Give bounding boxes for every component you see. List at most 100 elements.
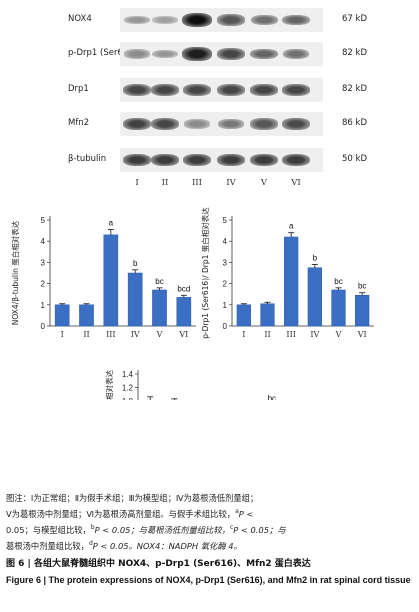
- y-tick-label: 1: [223, 301, 228, 310]
- x-tick-label: VI: [357, 330, 367, 339]
- bar: [79, 304, 94, 327]
- significance-label: bc: [358, 282, 366, 291]
- figure-title-cn: 图 6 | 各组大鼠脊髓组织中 NOX4、p-Drp1 (Ser616)、Mfn…: [6, 559, 311, 569]
- blot-label-2: Drp1: [68, 84, 89, 94]
- bar: [176, 297, 192, 327]
- blot-band: [216, 83, 246, 97]
- blot-band: [182, 46, 212, 62]
- y-tick-label: 0: [41, 322, 46, 331]
- significance-label: b: [313, 254, 318, 263]
- bar-chart-2: 0.00.20.40.60.81.01.21.4Mfn2/β-tubulin 蛋…: [104, 369, 276, 400]
- blot-lane-label: V: [260, 178, 268, 188]
- y-axis-label: NOX4/β-tubulin 蛋白相对表达: [10, 220, 20, 325]
- blot-band: [282, 48, 310, 60]
- bar: [127, 272, 143, 327]
- y-tick-label: 5: [41, 216, 46, 225]
- y-tick-label: 0: [223, 322, 228, 331]
- significance-label: a: [109, 219, 114, 228]
- x-tick-label: VI: [178, 330, 188, 339]
- y-tick-label: 1.4: [122, 370, 134, 379]
- x-tick-label: IV: [310, 330, 319, 339]
- blot-band: [216, 47, 246, 61]
- blot-strip-2: [120, 78, 323, 102]
- bar: [331, 289, 346, 327]
- significance-label: bc: [268, 394, 276, 400]
- blot-strip-4: [120, 148, 323, 172]
- blot-kd-3: 86 kD: [342, 118, 367, 128]
- blot-band: [122, 117, 152, 131]
- blot-band: [217, 118, 245, 130]
- caption-line-1: 图注：Ⅰ为正常组；Ⅱ为假手术组；Ⅲ为模型组；Ⅳ为葛根汤低剂量组；: [6, 493, 259, 503]
- blot-kd-2: 82 kD: [342, 84, 367, 94]
- x-tick-label: III: [106, 330, 115, 339]
- blot-band: [152, 15, 178, 25]
- blot-lane-label: I: [135, 178, 139, 188]
- blot-band: [182, 153, 212, 167]
- y-tick-label: 3: [41, 258, 46, 267]
- y-axis-label: p-Drp1 (Ser616)/ Drp1 蛋白相对表达: [200, 207, 210, 339]
- blot-strip-0: [120, 8, 323, 32]
- blot-band: [281, 153, 311, 167]
- y-axis-label: Mfn2/β-tubulin 蛋白相对表达: [104, 369, 114, 400]
- bar: [284, 236, 299, 327]
- x-tick-label: II: [264, 330, 270, 339]
- x-tick-label: III: [286, 330, 295, 339]
- blot-strip-3: [120, 112, 323, 136]
- blot-kd-4: 50 kD: [342, 154, 367, 164]
- x-tick-label: I: [61, 330, 64, 339]
- blot-label-3: Mfn2: [68, 118, 90, 128]
- x-tick-label: V: [156, 330, 163, 339]
- caption-line-2: Ⅴ为葛根汤中剂量组；Ⅵ为葛根汤高剂量组。与假手术组比较，aP <: [6, 508, 254, 519]
- bar: [54, 304, 70, 327]
- blot-band: [217, 14, 245, 26]
- blot-band: [216, 153, 246, 167]
- y-tick-label: 1.0: [122, 397, 134, 400]
- blot-band: [150, 83, 180, 97]
- bar: [307, 267, 322, 327]
- bar: [236, 304, 251, 327]
- bar: [152, 289, 167, 327]
- y-tick-label: 4: [41, 237, 46, 246]
- significance-label: b: [133, 259, 138, 268]
- blot-band: [281, 117, 311, 131]
- blot-band: [249, 153, 279, 167]
- blot-band: [281, 83, 311, 97]
- figure-title-en: Figure 6 | The protein expressions of NO…: [6, 575, 411, 585]
- y-tick-label: 5: [223, 216, 228, 225]
- blot-band: [183, 119, 211, 129]
- blot-band: [182, 12, 212, 28]
- blot-band: [150, 153, 180, 167]
- blot-kd-0: 67 kD: [342, 14, 367, 24]
- y-tick-label: 3: [223, 258, 228, 267]
- caption-line-4: 葛根汤中剂量组比较，dP < 0.05。NOX4：NADPH 氧化酶 4。: [6, 539, 242, 551]
- caption-line-3: 0.05；与模型组比较，bP < 0.05；与葛根汤低剂量组比较，cP < 0.…: [6, 523, 286, 535]
- blot-label-1: p-Drp1 (Ser616): [68, 48, 137, 58]
- blot-kd-1: 82 kD: [342, 48, 367, 58]
- blot-band: [150, 117, 180, 131]
- blot-band: [250, 118, 278, 130]
- y-tick-label: 1: [41, 301, 46, 310]
- figure-note: 图注：Ⅰ为正常组；Ⅱ为假手术组；Ⅲ为模型组；Ⅳ为葛根汤低剂量组； Ⅴ为葛根汤中剂…: [6, 491, 416, 552]
- blot-lane-label: VI: [291, 178, 301, 188]
- significance-label: bc: [155, 277, 163, 286]
- bar: [103, 234, 119, 327]
- bar: [260, 303, 275, 327]
- significance-label: a: [289, 222, 294, 231]
- blot-strip-1: [120, 42, 323, 66]
- blot-band: [122, 83, 152, 97]
- blot-band: [250, 14, 278, 26]
- y-tick-label: 2: [223, 280, 228, 289]
- blot-band: [250, 48, 278, 60]
- blot-band: [249, 83, 279, 97]
- significance-label: bc: [334, 277, 342, 286]
- significance-label: bcd: [177, 284, 190, 293]
- y-tick-label: 1.2: [122, 383, 134, 392]
- blot-lane-label: II: [161, 178, 169, 188]
- blot-lane-label: III: [191, 178, 203, 188]
- y-tick-label: 2: [41, 280, 46, 289]
- blot-band: [182, 83, 212, 97]
